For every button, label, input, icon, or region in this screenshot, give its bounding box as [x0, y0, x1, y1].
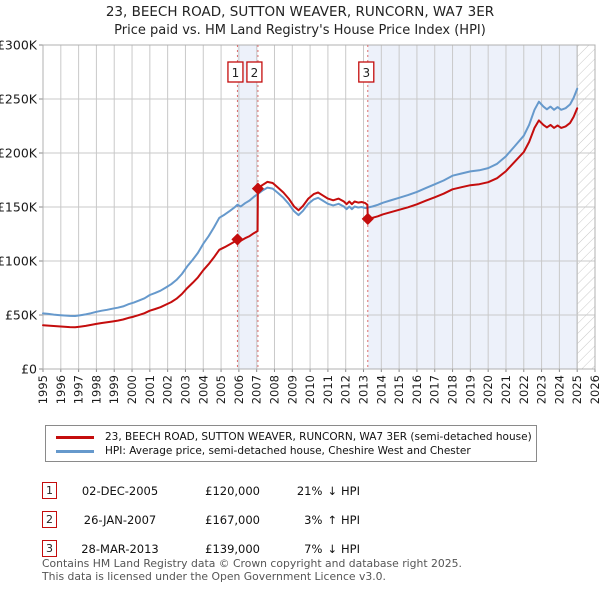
hpi-line-swatch: [56, 449, 94, 453]
svg-text:2011: 2011: [321, 375, 335, 404]
chart-legend: 23, BEECH ROAD, SUTTON WEAVER, RUNCORN, …: [45, 425, 537, 462]
svg-text:2021: 2021: [499, 375, 513, 404]
table-row: 3 28-MAR-2013 £139,000 7% ↓ HPI: [42, 534, 360, 563]
sale-label-box: [358, 61, 375, 83]
legend-label-property: 23, BEECH ROAD, SUTTON WEAVER, RUNCORN, …: [105, 431, 532, 443]
sale-label-box: [227, 61, 244, 83]
down-arrow-icon: ↓: [327, 483, 338, 498]
transaction-hpi-delta: 7% ↓ HPI: [260, 542, 360, 556]
svg-text:2001: 2001: [143, 375, 157, 404]
svg-text:1996: 1996: [54, 375, 68, 404]
svg-text:£50K: £50K: [5, 308, 38, 323]
svg-text:1999: 1999: [107, 375, 121, 404]
svg-text:2004: 2004: [196, 375, 210, 404]
svg-text:2002: 2002: [161, 375, 175, 404]
table-row: 1 02-DEC-2005 £120,000 21% ↓ HPI: [42, 476, 360, 505]
transaction-price: £139,000: [205, 541, 260, 556]
svg-text:1995: 1995: [36, 375, 50, 404]
svg-text:2026: 2026: [588, 375, 600, 404]
transaction-price: £167,000: [205, 512, 260, 527]
svg-text:2018: 2018: [446, 375, 460, 404]
svg-text:2012: 2012: [339, 375, 353, 404]
transaction-number-badge: 2: [42, 511, 57, 528]
delta-percent: 21%: [296, 483, 323, 498]
table-row: 2 26-JAN-2007 £167,000 3% ↑ HPI: [42, 505, 360, 534]
plot-border: [42, 44, 596, 370]
legend-item-hpi: HPI: Average price, semi-detached house,…: [56, 444, 528, 458]
svg-text:2000: 2000: [125, 375, 139, 404]
transactions-table: 1 02-DEC-2005 £120,000 21% ↓ HPI 2 26-JAN-…: [42, 476, 360, 563]
svg-text:2010: 2010: [303, 375, 317, 404]
x-axis-labels: 1995 1996 1997 1998 1999 2000 2001 2002 2003 2004…: [36, 375, 600, 404]
svg-text:2020: 2020: [481, 375, 495, 404]
delta-vs-label: HPI: [341, 483, 360, 498]
sale-label-number: 3: [362, 66, 370, 80]
sale-marker: [231, 233, 244, 246]
hpi-line: [42, 87, 579, 317]
property-line: [42, 107, 579, 329]
sale-label-number: 1: [232, 66, 240, 80]
transaction-hpi-delta: 21% ↓ HPI: [260, 484, 360, 498]
transaction-number-badge: 1: [42, 482, 57, 499]
transaction-date: 26-JAN-2007: [83, 512, 157, 527]
transaction-date: 28-MAR-2013: [81, 541, 159, 556]
transaction-hpi-delta: 3% ↑ HPI: [260, 513, 360, 527]
delta-percent: 7%: [304, 541, 323, 556]
sale-label-number: 2: [251, 66, 259, 80]
svg-text:1998: 1998: [89, 375, 103, 404]
legend-item-property: 23, BEECH ROAD, SUTTON WEAVER, RUNCORN, …: [56, 430, 532, 444]
svg-text:£300K: £300K: [0, 38, 38, 53]
delta-vs-label: HPI: [341, 541, 360, 556]
copyright-footer: Contains HM Land Registry data © Crown c…: [42, 557, 462, 584]
svg-text:2005: 2005: [214, 375, 228, 404]
down-arrow-icon: ↓: [327, 541, 338, 556]
transaction-date: 02-DEC-2005: [81, 483, 159, 498]
chart-subtitle: Price paid vs. HM Land Registry's House …: [114, 23, 486, 38]
footer-line-1: Contains HM Land Registry data © Crown c…: [42, 557, 462, 570]
delta-vs-label: HPI: [341, 512, 360, 527]
svg-text:£200K: £200K: [0, 146, 38, 161]
sale-marker: [361, 212, 374, 225]
svg-text:2023: 2023: [535, 375, 549, 404]
svg-text:£100K: £100K: [0, 254, 38, 269]
svg-text:2007: 2007: [250, 375, 264, 404]
up-arrow-icon: ↑: [327, 512, 338, 527]
svg-text:2024: 2024: [552, 375, 566, 404]
svg-text:2008: 2008: [267, 375, 281, 404]
svg-text:2025: 2025: [570, 375, 584, 404]
chart-title: 23, BEECH ROAD, SUTTON WEAVER, RUNCORN, …: [106, 4, 494, 20]
svg-text:£0: £0: [21, 362, 37, 377]
property-line-swatch: [56, 435, 94, 439]
svg-text:2009: 2009: [285, 375, 299, 404]
sale-label-box: [246, 61, 263, 83]
delta-percent: 3%: [304, 512, 323, 527]
transaction-price: £120,000: [205, 483, 260, 498]
svg-text:2006: 2006: [232, 375, 246, 404]
svg-text:£150K: £150K: [0, 200, 38, 215]
sale-marker: [251, 182, 265, 195]
footer-line-2: This data is licensed under the Open Gov…: [42, 569, 386, 583]
transaction-number-badge: 3: [42, 540, 57, 557]
legend-label-hpi: HPI: Average price, semi-detached house,…: [105, 445, 471, 457]
sale-markers: [231, 182, 374, 246]
svg-text:£250K: £250K: [0, 92, 38, 107]
svg-text:2016: 2016: [410, 375, 424, 404]
svg-text:2003: 2003: [178, 375, 192, 404]
price-chart: 23, BEECH ROAD, SUTTON WEAVER, RUNCORN, …: [0, 4, 600, 404]
svg-text:2019: 2019: [463, 375, 477, 404]
svg-text:2014: 2014: [374, 375, 388, 404]
svg-text:2017: 2017: [428, 375, 442, 404]
svg-text:2022: 2022: [517, 375, 531, 404]
svg-text:2013: 2013: [357, 375, 371, 404]
y-axis-labels: £0 £50K £100K £150K £200K £250K £300K: [0, 38, 38, 377]
svg-text:2015: 2015: [392, 375, 406, 404]
svg-text:1997: 1997: [72, 375, 86, 404]
